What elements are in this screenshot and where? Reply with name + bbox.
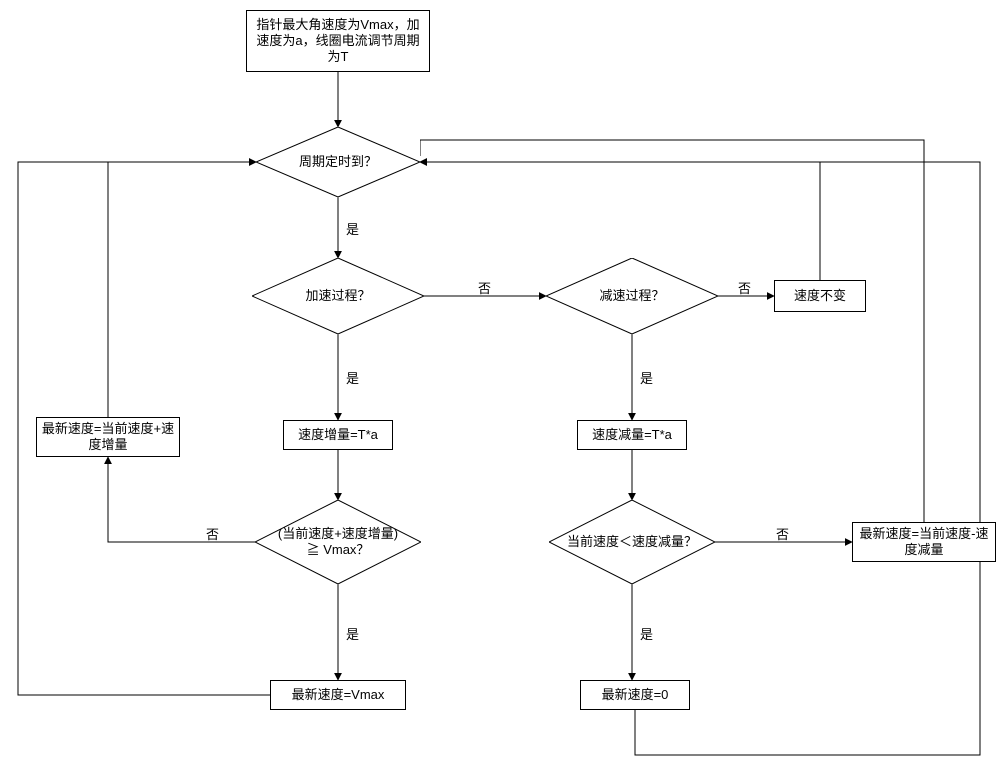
- edge-label: 是: [346, 624, 359, 643]
- edge-label: 否: [478, 278, 491, 297]
- node-decr: 速度减量=T*a: [577, 420, 687, 450]
- node-subResult: 最新速度=当前速度-速度减量: [852, 522, 996, 562]
- node-zero: 最新速度=0: [580, 680, 690, 710]
- edge-label: 是: [346, 219, 359, 238]
- node-nochange: 速度不变: [774, 280, 866, 312]
- node-cmpA: (当前速度+速度增量) ≧ Vmax？: [255, 500, 421, 584]
- edge-layer: [0, 0, 1000, 782]
- node-cmpD: 当前速度＜速度减量？: [549, 500, 715, 584]
- edge-label: 否: [738, 278, 751, 297]
- node-decel: 减速过程？: [546, 258, 718, 334]
- node-accel: 加速过程？: [252, 258, 424, 334]
- node-addResult: 最新速度=当前速度+速度增量: [36, 417, 180, 457]
- node-vmax: 最新速度=Vmax: [270, 680, 406, 710]
- edge-label: 否: [776, 524, 789, 543]
- flowchart-canvas: 指针最大角速度为Vmax，加速度为a，线圈电流调节周期为T 周期定时到？ 加速过程？…: [0, 0, 1000, 782]
- edge-label: 是: [346, 368, 359, 387]
- node-incr: 速度增量=T*a: [283, 420, 393, 450]
- node-start: 指针最大角速度为Vmax，加速度为a，线圈电流调节周期为T: [246, 10, 430, 72]
- edge-label: 是: [640, 624, 653, 643]
- edge-label: 是: [640, 368, 653, 387]
- edge-label: 否: [206, 524, 219, 543]
- node-timer: 周期定时到？: [256, 127, 420, 197]
